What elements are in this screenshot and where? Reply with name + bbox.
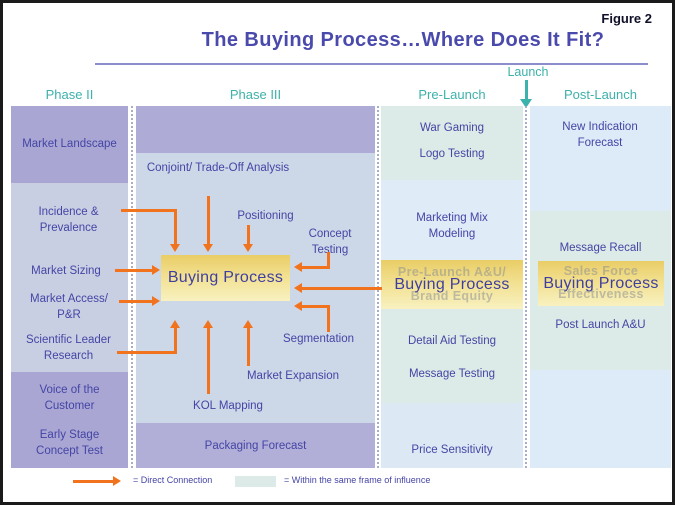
page-title: The Buying Process…Where Does It Fit? (201, 29, 605, 51)
label-scientific-leader: Scientific Leader Research (25, 334, 112, 362)
postlaunch-band-3 (530, 370, 671, 468)
prelaunch-band-4 (381, 309, 523, 403)
prelaunch-band-5 (381, 403, 523, 468)
label-segmentation: Segmentation (283, 333, 354, 345)
label-post-launch-au: Post Launch A&U (555, 319, 646, 331)
ghost-text-postlaunch-line2: Effectiveness (558, 287, 644, 301)
label-conjoint: Conjoint/ Trade-Off Analysis (146, 162, 290, 174)
divider-phase2-phase3 (131, 106, 133, 468)
phase2-middle-band (11, 183, 128, 372)
header-postlaunch: Post-Launch (564, 87, 637, 102)
label-early-stage-concept: Early Stage Concept Test (36, 429, 103, 457)
header-phase3: Phase III (229, 87, 282, 102)
phase2-bottom-band (11, 372, 128, 468)
buying-process-band-prelaunch: Pre-Launch A&U/ Brand Equity Buying Proc… (381, 260, 523, 309)
label-logo-testing: Logo Testing (419, 148, 485, 160)
label-message-recall: Message Recall (559, 242, 642, 254)
buying-process-label-postlaunch: Buying Process (543, 274, 659, 292)
buying-process-box-phase3: Buying Process (161, 255, 290, 301)
label-market-sizing: Market Sizing (31, 265, 101, 277)
label-new-indication: New Indication Forecast (562, 121, 638, 149)
label-market-expansion: Market Expansion (246, 370, 340, 382)
postlaunch-band-1 (530, 106, 671, 211)
label-detail-aid: Detail Aid Testing (407, 335, 496, 347)
legend-direct-connection-label: = Direct Connection (133, 475, 213, 485)
prelaunch-band-1 (381, 106, 523, 180)
buying-process-label-phase3: Buying Process (167, 269, 284, 286)
label-market-access: Market Access/ P&R (30, 293, 108, 321)
ghost-text-prelaunch-line2: Brand Equity (410, 289, 494, 303)
label-marketing-mix: Marketing Mix Modeling (416, 212, 488, 240)
label-kol-mapping: KOL Mapping (193, 400, 263, 412)
label-price-sensitivity: Price Sensitivity (411, 444, 493, 456)
label-incidence-prevalence: Incidence & Prevalence (38, 206, 99, 234)
ghost-text-prelaunch-line1: Pre-Launch A&U/ (397, 265, 507, 279)
header-prelaunch: Pre-Launch (418, 87, 486, 102)
phase3-bottom-band (136, 423, 375, 468)
label-market-landscape: Market Landscape (22, 138, 117, 150)
phase3-top-band (136, 106, 375, 153)
launch-label: Launch (507, 65, 549, 79)
label-positioning: Positioning (237, 210, 294, 222)
legend-frame-of-influence-label: = Within the same frame of influence (284, 475, 431, 485)
title-underline (95, 63, 648, 65)
phase2-top-band (11, 106, 128, 183)
header-phase2: Phase II (45, 87, 94, 102)
label-voice-of-customer: Voice of the Customer (39, 384, 100, 412)
label-concept-testing: Concept Testing (308, 228, 352, 256)
buying-process-band-postlaunch: Sales Force Effectiveness Buying Process (538, 261, 664, 306)
label-war-gaming: War Gaming (419, 122, 485, 134)
buying-process-label-prelaunch: Buying Process (394, 275, 510, 293)
ghost-text-postlaunch-line1: Sales Force (563, 264, 639, 278)
divider-prelaunch-postlaunch (525, 106, 527, 468)
legend-frame-swatch-icon (235, 476, 276, 487)
prelaunch-band-2 (381, 180, 523, 260)
figure-label: Figure 2 (601, 11, 652, 26)
label-message-testing: Message Testing (408, 368, 496, 380)
label-packaging-forecast: Packaging Forecast (204, 440, 307, 452)
